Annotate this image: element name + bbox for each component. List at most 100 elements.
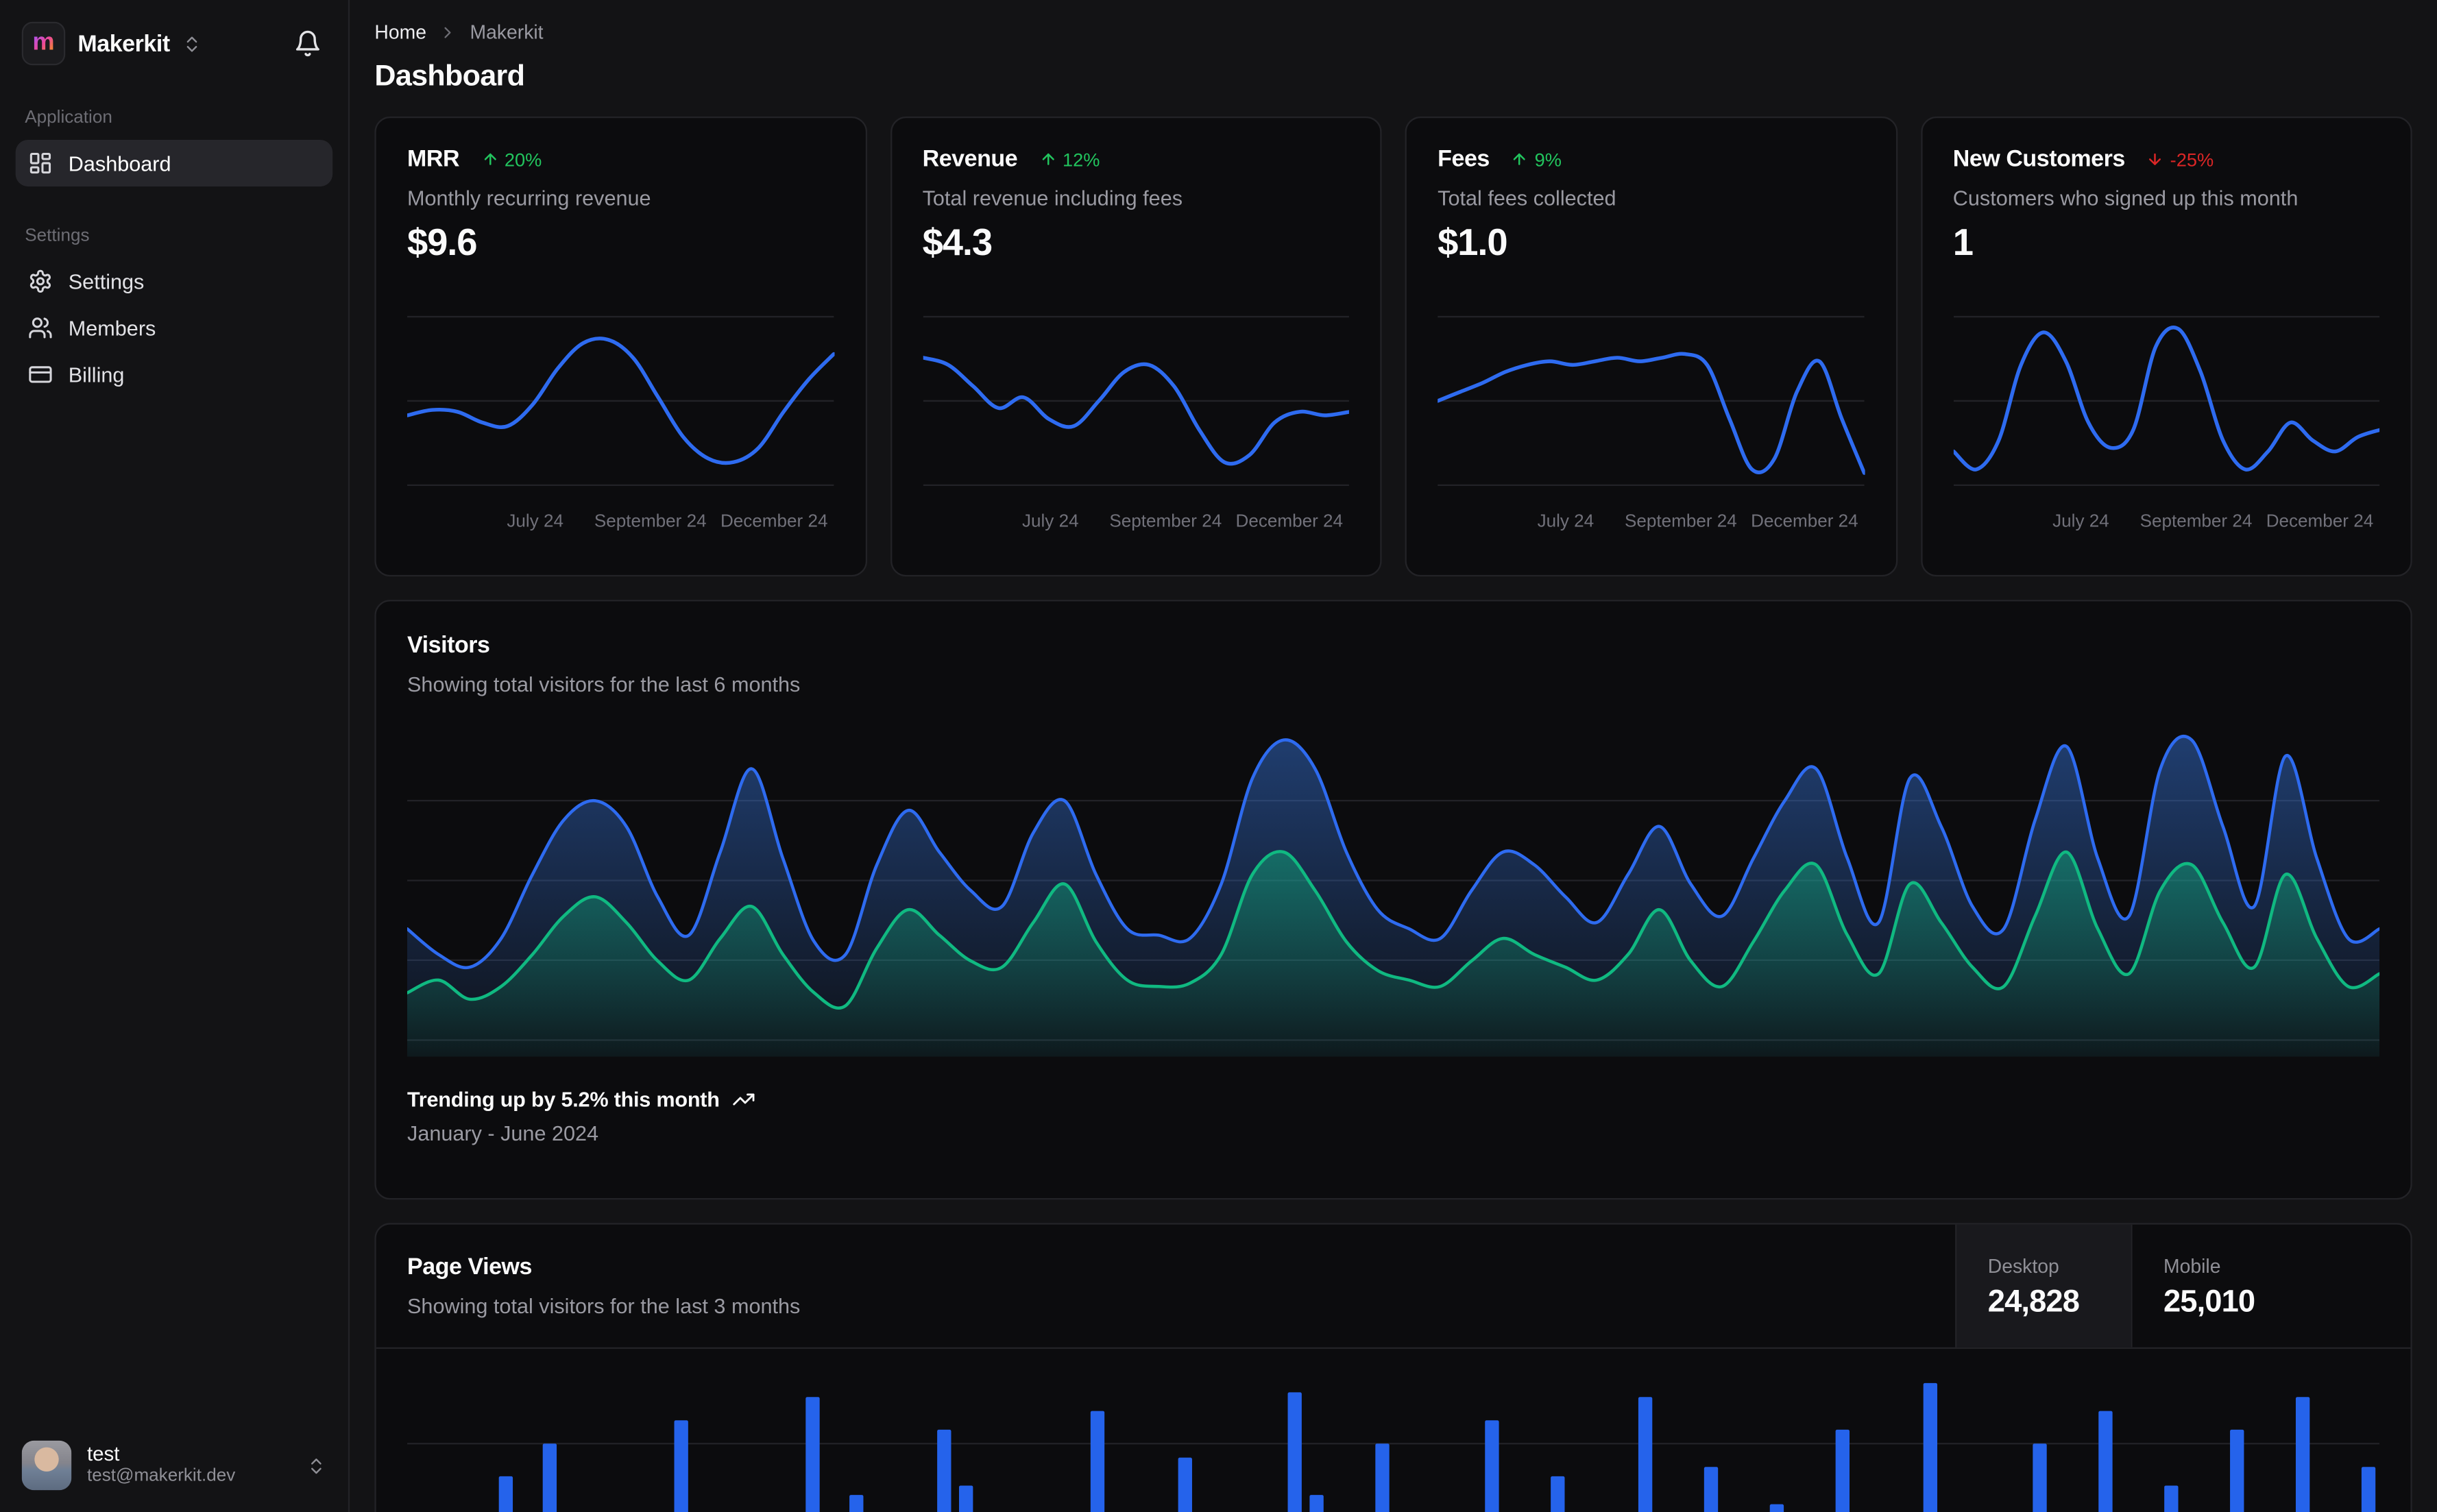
trending-up-icon [732, 1088, 755, 1111]
card-value: 1 [1952, 222, 1974, 265]
card-subtitle: Total revenue including fees [922, 186, 1183, 210]
revenue-card: Revenue 12% Total revenue including fees… [889, 117, 1382, 577]
card-title: MRR [407, 146, 460, 173]
tab-desktop[interactable]: Desktop 24,828 [1955, 1224, 2131, 1348]
x-tick: July 24 [1537, 513, 1595, 532]
breadcrumb-home-link[interactable]: Home [374, 21, 426, 44]
arrow-up-icon [1512, 151, 1529, 168]
x-tick: December 24 [2266, 513, 2374, 532]
card-title: Revenue [922, 146, 1018, 173]
x-axis-labels: July 24 September 24 December 24 [407, 513, 834, 535]
sidebar-item-dashboard[interactable]: Dashboard [15, 140, 333, 187]
chevrons-up-down-icon [306, 1455, 326, 1475]
users-icon [28, 315, 53, 340]
x-tick: September 24 [2139, 513, 2253, 532]
sidebar-item-label: Members [68, 316, 156, 340]
new-customers-sparkline-chart [1952, 303, 2380, 499]
x-tick: December 24 [1751, 513, 1858, 532]
sidebar-item-label: Settings [68, 269, 145, 293]
page-views-header: Page Views Showing total visitors for th… [376, 1224, 2411, 1349]
workspace-selector[interactable]: m Makerkit [16, 19, 333, 69]
card-subtitle: Monthly recurring revenue [407, 186, 651, 210]
page-views-tabs: Desktop 24,828 Mobile 25,010 [1955, 1224, 2410, 1348]
trend-value: 20% [504, 148, 542, 171]
x-axis-labels: July 24 September 24 December 24 [1438, 513, 1864, 535]
x-tick: December 24 [720, 513, 828, 532]
trend-badge: 12% [1039, 148, 1100, 171]
card-value: $1.0 [1438, 222, 1508, 265]
breadcrumb: Home Makerkit [374, 22, 2412, 44]
sidebar-item-label: Dashboard [68, 151, 171, 175]
breadcrumb-current: Makerkit [470, 21, 544, 44]
nav-section-settings: Settings [25, 227, 90, 246]
user-avatar [21, 1440, 72, 1491]
page-views-subtitle: Showing total visitors for the last 3 mo… [407, 1294, 801, 1318]
x-tick: July 24 [1021, 513, 1079, 532]
trend-value: 12% [1062, 148, 1100, 171]
tab-mobile[interactable]: Mobile 25,010 [2131, 1224, 2410, 1348]
x-tick: September 24 [1624, 513, 1737, 532]
trend-badge: 9% [1512, 148, 1562, 171]
arrow-up-icon [1039, 151, 1056, 168]
tab-label: Mobile [2163, 1255, 2221, 1278]
nav-section-application: Application [25, 108, 112, 127]
sidebar: m Makerkit Application Dashboard Setting… [0, 0, 350, 1512]
trend-badge: -25% [2147, 149, 2214, 170]
makerkit-logo: m [21, 21, 66, 66]
card-subtitle: Customers who signed up this month [1952, 186, 2299, 210]
card-value: $9.6 [407, 222, 478, 265]
x-tick: July 24 [2052, 513, 2109, 532]
visitors-card: Visitors Showing total visitors for the … [374, 600, 2412, 1200]
x-tick: December 24 [1235, 513, 1344, 532]
visitors-area-chart [407, 724, 2380, 1057]
tab-value: 25,010 [2163, 1284, 2255, 1319]
notifications-bell-icon[interactable] [289, 25, 326, 62]
workspace-name: Makerkit [77, 30, 170, 57]
tab-value: 24,828 [1987, 1284, 2080, 1319]
chevron-right-icon [439, 23, 457, 42]
visitors-footer: Trending up by 5.2% this month January -… [407, 1088, 2379, 1145]
main-content: Home Makerkit Dashboard MRR 20% Monthly … [351, 0, 2437, 1512]
fees-card: Fees 9% Total fees collected $1.0 July 2… [1405, 117, 1898, 577]
x-tick: September 24 [1109, 513, 1222, 532]
sidebar-item-label: Billing [68, 363, 125, 387]
chevrons-up-down-icon [182, 34, 202, 53]
arrow-down-icon [2147, 151, 2164, 168]
trend-badge: 20% [481, 148, 542, 171]
page-title: Dashboard [374, 60, 525, 94]
revenue-sparkline-chart [922, 303, 1349, 499]
mrr-sparkline-chart [407, 303, 834, 499]
trend-text: Trending up by 5.2% this month [407, 1088, 720, 1112]
layout-dashboard-icon [28, 151, 53, 175]
user-email: test@makerkit.dev [86, 1467, 236, 1487]
metric-cards-row: MRR 20% Monthly recurring revenue $9.6 J… [374, 117, 2412, 577]
trend-value: 9% [1534, 148, 1562, 171]
gear-icon [28, 269, 53, 293]
x-tick: July 24 [507, 513, 564, 532]
card-title: Fees [1438, 146, 1490, 173]
visitors-subtitle: Showing total visitors for the last 6 mo… [407, 672, 801, 696]
x-axis-labels: July 24 September 24 December 24 [923, 513, 1349, 535]
fees-sparkline-chart [1438, 303, 1865, 499]
page-views-bar-chart [376, 1349, 2411, 1512]
user-meta: test test@makerkit.dev [87, 1441, 235, 1489]
user-name: test [86, 1441, 120, 1465]
page-views-card: Page Views Showing total visitors for th… [374, 1223, 2412, 1512]
tab-label: Desktop [1987, 1255, 2059, 1278]
x-axis-labels: July 24 September 24 December 24 [1953, 513, 2379, 535]
card-value: $4.3 [922, 222, 993, 265]
new-customers-card: New Customers -25% Customers who signed … [1920, 117, 2412, 577]
credit-card-icon [28, 362, 53, 387]
mrr-card: MRR 20% Monthly recurring revenue $9.6 J… [374, 117, 866, 577]
sidebar-item-members[interactable]: Members [16, 304, 333, 351]
card-subtitle: Total fees collected [1438, 186, 1616, 210]
page-views-title: Page Views [407, 1254, 533, 1281]
user-menu-button[interactable]: test test@makerkit.dev [16, 1435, 333, 1497]
sidebar-item-settings[interactable]: Settings [16, 258, 333, 304]
arrow-up-icon [481, 151, 498, 168]
card-title: New Customers [1952, 146, 2126, 173]
date-range: January - June 2024 [407, 1121, 599, 1145]
visitors-title: Visitors [407, 632, 490, 659]
sidebar-item-billing[interactable]: Billing [16, 351, 333, 398]
